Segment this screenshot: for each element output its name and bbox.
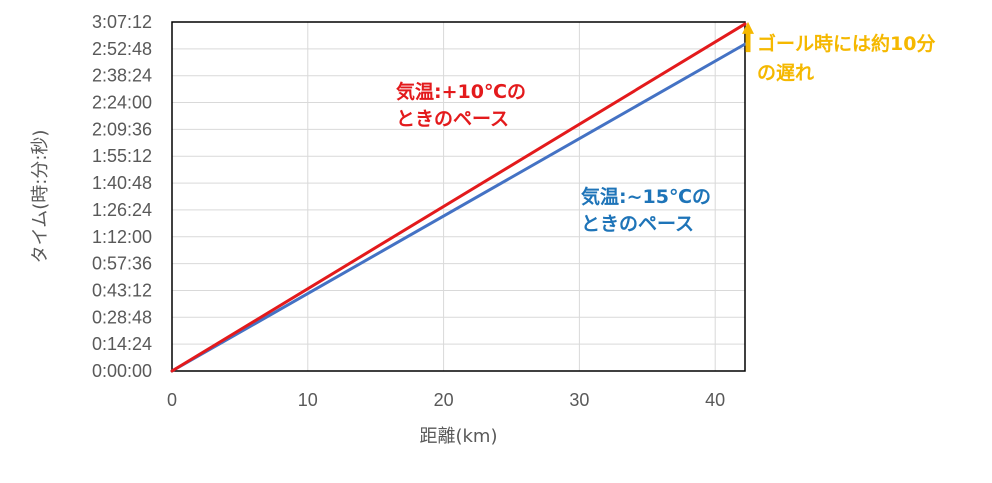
- grid-lines: [172, 22, 745, 371]
- annotation-normal-pace-line1: 気温:~15℃の: [581, 185, 711, 208]
- x-tick-label: 0: [167, 390, 177, 410]
- y-tick-label: 2:52:48: [92, 39, 152, 59]
- series-line-normal-pace: [170, 42, 747, 373]
- y-tick-label: 0:00:00: [92, 361, 152, 381]
- annotations: 気温:+10℃の ときのペース 気温:~15℃の ときのペース ゴール時には約1…: [396, 32, 942, 235]
- annotation-normal-pace-line2: ときのペース: [581, 213, 694, 235]
- y-tick-label: 2:24:00: [92, 93, 152, 113]
- y-tick-label: 1:55:12: [92, 146, 152, 166]
- y-tick-label: 1:26:24: [92, 200, 152, 220]
- annotation-delay: ゴール時には約10分 の遅れ: [757, 32, 942, 84]
- annotation-hot-pace-line2: ときのペース: [396, 108, 509, 130]
- y-tick-label: 2:38:24: [92, 66, 152, 86]
- annotation-normal-pace: 気温:~15℃の ときのペース: [581, 185, 718, 235]
- x-axis-title: 距離(km): [419, 426, 497, 447]
- x-axis-tick-labels: 0 10 20 30 40: [167, 390, 725, 410]
- delay-arrow: [742, 21, 754, 53]
- x-tick-label: 30: [569, 390, 589, 410]
- y-tick-label: 1:40:48: [92, 173, 152, 193]
- annotation-delay-line1: ゴール時には約10分: [757, 32, 935, 55]
- series-lines: [170, 22, 747, 373]
- y-tick-label: 0:43:12: [92, 280, 152, 300]
- y-tick-label: 3:07:12: [92, 12, 152, 32]
- x-tick-label: 40: [705, 390, 725, 410]
- x-tick-label: 10: [298, 390, 318, 410]
- y-tick-label: 1:12:00: [92, 227, 152, 247]
- delay-arrow-head: [742, 21, 754, 34]
- y-axis-title: タイム(時:分:秒): [30, 130, 51, 264]
- plot-area-border: [171, 21, 746, 372]
- annotation-delay-line2: の遅れ: [757, 62, 814, 84]
- y-tick-label: 2:09:36: [92, 119, 152, 139]
- y-tick-label: 0:57:36: [92, 254, 152, 274]
- delay-arrow-shaft: [745, 31, 751, 53]
- y-tick-label: 0:14:24: [92, 334, 152, 354]
- annotation-hot-pace-line1: 気温:+10℃の: [396, 80, 526, 103]
- y-tick-label: 0:28:48: [92, 307, 152, 327]
- series-line-hot-pace: [170, 22, 747, 373]
- annotation-hot-pace: 気温:+10℃の ときのペース: [396, 80, 533, 130]
- y-axis-tick-labels: 0:00:00 0:14:24 0:28:48 0:43:12 0:57:36 1:12:…: [92, 12, 152, 381]
- x-tick-label: 20: [434, 390, 454, 410]
